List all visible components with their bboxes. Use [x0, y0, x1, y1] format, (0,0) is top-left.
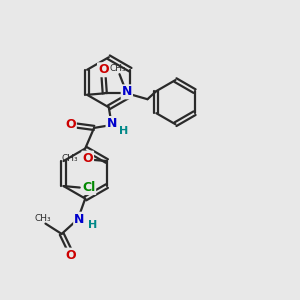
- Text: Cl: Cl: [82, 181, 95, 194]
- Text: H: H: [119, 126, 129, 136]
- Text: O: O: [65, 249, 76, 262]
- Text: CH₃: CH₃: [110, 64, 126, 73]
- Text: N: N: [74, 213, 85, 226]
- Text: O: O: [98, 63, 109, 76]
- Text: CH₃: CH₃: [34, 214, 51, 223]
- Text: O: O: [82, 152, 93, 165]
- Text: O: O: [65, 118, 76, 131]
- Text: N: N: [106, 117, 117, 130]
- Text: N: N: [122, 85, 132, 98]
- Text: CH₃: CH₃: [62, 154, 78, 163]
- Text: H: H: [88, 220, 97, 230]
